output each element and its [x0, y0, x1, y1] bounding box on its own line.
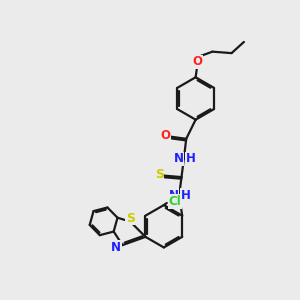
Text: S: S [154, 168, 164, 181]
Text: O: O [160, 129, 170, 142]
Text: S: S [126, 212, 135, 224]
Text: N: N [169, 189, 179, 202]
Text: O: O [192, 56, 202, 68]
Text: H: H [181, 189, 190, 202]
Text: Cl: Cl [168, 195, 181, 208]
Text: N: N [111, 241, 121, 254]
Text: H: H [185, 152, 195, 165]
Text: N: N [174, 152, 184, 165]
